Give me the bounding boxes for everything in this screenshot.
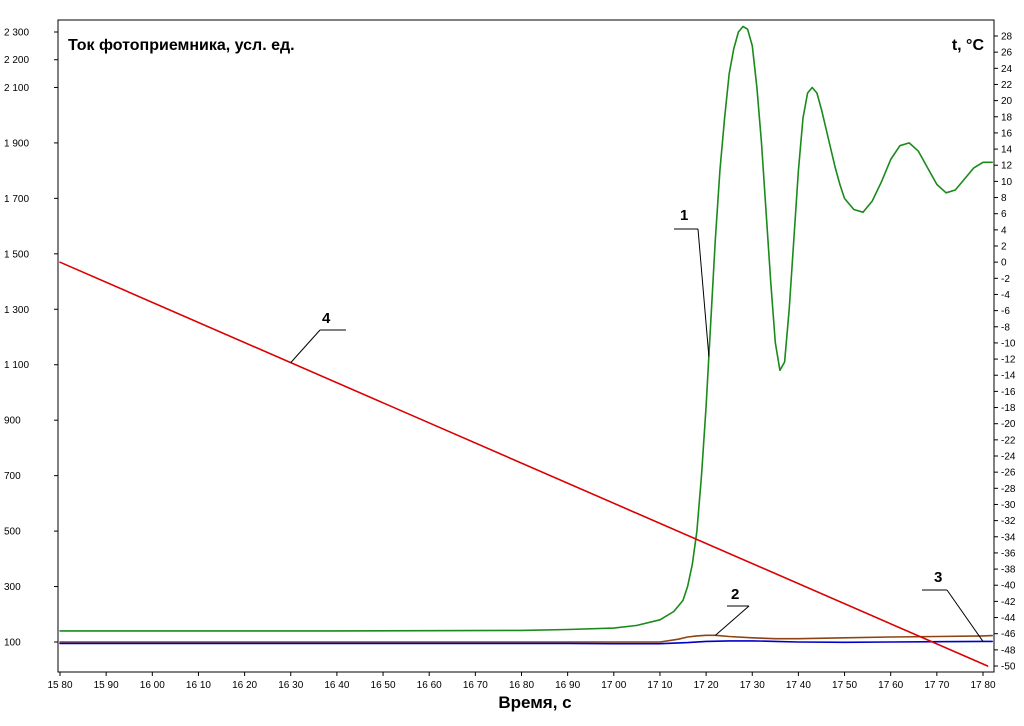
right-tick-label: -44 [1001,613,1016,624]
right-tick-label: 0 [1001,258,1007,269]
right-tick-label: -12 [1001,355,1016,366]
right-tick-label: -46 [1001,629,1016,640]
left-tick-label: 2 300 [4,28,29,39]
right-tick-label: -36 [1001,548,1016,559]
callout-1-leader [697,228,710,357]
right-tick-label: 2 [1001,242,1007,253]
x-tick-label: 16 40 [324,680,349,691]
right-tick-label: -14 [1001,371,1016,382]
x-tick-label: 16 10 [186,680,211,691]
right-axis-title: t, °C [952,37,985,54]
callout-4-label: 4 [322,310,331,327]
x-tick-label: 17 40 [786,680,811,691]
x-tick-label: 17 60 [878,680,903,691]
right-tick-label: -42 [1001,597,1016,608]
x-axis-title: Время, с [498,693,571,712]
right-tick-label: 16 [1001,128,1013,139]
left-tick-label: 2 100 [4,83,29,94]
x-tick-label: 17 70 [924,680,949,691]
right-tick-label: -24 [1001,452,1016,463]
right-tick-label: 28 [1001,32,1013,43]
left-axis-title: Ток фотоприемника, усл. ед. [68,37,295,54]
right-tick-label: -22 [1001,435,1016,446]
callout-2-leader [715,605,750,636]
right-tick-label: -10 [1001,338,1016,349]
left-tick-label: 300 [4,582,21,593]
right-tick-label: -26 [1001,468,1016,479]
callout-3-label: 3 [934,569,942,586]
right-tick-label: -48 [1001,645,1016,656]
left-tick-label: 1 100 [4,360,29,371]
right-tick-label: -34 [1001,532,1016,543]
right-tick-label: -6 [1001,306,1010,317]
right-tick-label: 6 [1001,209,1007,220]
right-tick-label: 10 [1001,177,1013,188]
left-tick-label: 900 [4,416,21,427]
right-tick-label: -20 [1001,419,1016,430]
right-tick-label: -18 [1001,403,1016,414]
right-tick-label: 14 [1001,145,1013,156]
callouts-layer: 1 2 3 4 [290,207,984,642]
left-tick-label: 700 [4,471,21,482]
right-axis-ticks: -50-48-46-44-42-40-38-36-34-32-30-28-26-… [994,32,1016,673]
callout-2-label: 2 [731,586,739,603]
right-tick-label: 24 [1001,64,1013,75]
right-tick-label: -32 [1001,516,1016,527]
right-tick-label: -2 [1001,274,1010,285]
right-tick-label: -16 [1001,387,1016,398]
callout-3-leader [946,589,984,642]
right-tick-label: -38 [1001,565,1016,576]
x-tick-label: 16 70 [463,680,488,691]
x-tick-label: 16 90 [555,680,580,691]
x-tick-label: 17 50 [832,680,857,691]
x-tick-label: 15 80 [47,680,72,691]
left-tick-label: 1 700 [4,194,29,205]
series-line-2 [59,634,993,643]
right-tick-label: -30 [1001,500,1016,511]
left-tick-label: 2 200 [4,55,29,66]
series-line-3 [59,640,993,645]
x-tick-label: 17 80 [970,680,995,691]
left-tick-label: 1 900 [4,138,29,149]
left-axis-ticks: 100 300 500 700 900 1 100 1 300 1 500 1 700 1 900… [4,28,58,649]
right-tick-label: -4 [1001,290,1010,301]
right-tick-label: 12 [1001,161,1013,172]
series-line-1 [59,25,993,632]
right-tick-label: 18 [1001,112,1013,123]
right-tick-label: -28 [1001,484,1016,495]
callout-4-leader [290,329,321,363]
x-tick-label: 16 30 [278,680,303,691]
x-axis-ticks: 15 80 15 90 16 00 16 10 16 20 16 30 16 40 16 50… [47,672,996,691]
right-tick-label: 4 [1001,225,1007,236]
x-tick-label: 16 60 [417,680,442,691]
x-tick-label: 16 00 [140,680,165,691]
series-layer [59,25,993,667]
right-tick-label: 8 [1001,193,1007,204]
right-tick-label: -8 [1001,322,1010,333]
plot-frame [57,19,995,673]
right-tick-label: -50 [1001,662,1016,673]
x-tick-label: 16 80 [509,680,534,691]
callout-1-label: 1 [680,207,688,224]
left-tick-label: 1 500 [4,249,29,260]
x-tick-label: 17 00 [601,680,626,691]
right-tick-label: 20 [1001,96,1013,107]
series-line-4 [59,261,989,667]
x-tick-label: 16 50 [371,680,396,691]
right-tick-label: 26 [1001,48,1013,59]
x-tick-label: 16 20 [232,680,257,691]
x-tick-label: 17 20 [694,680,719,691]
right-tick-label: -40 [1001,581,1016,592]
x-tick-label: 15 90 [94,680,119,691]
x-tick-label: 17 30 [740,680,765,691]
left-tick-label: 1 300 [4,305,29,316]
left-tick-label: 500 [4,527,21,538]
left-tick-label: 100 [4,638,21,649]
x-tick-label: 17 10 [647,680,672,691]
right-tick-label: 22 [1001,80,1013,91]
